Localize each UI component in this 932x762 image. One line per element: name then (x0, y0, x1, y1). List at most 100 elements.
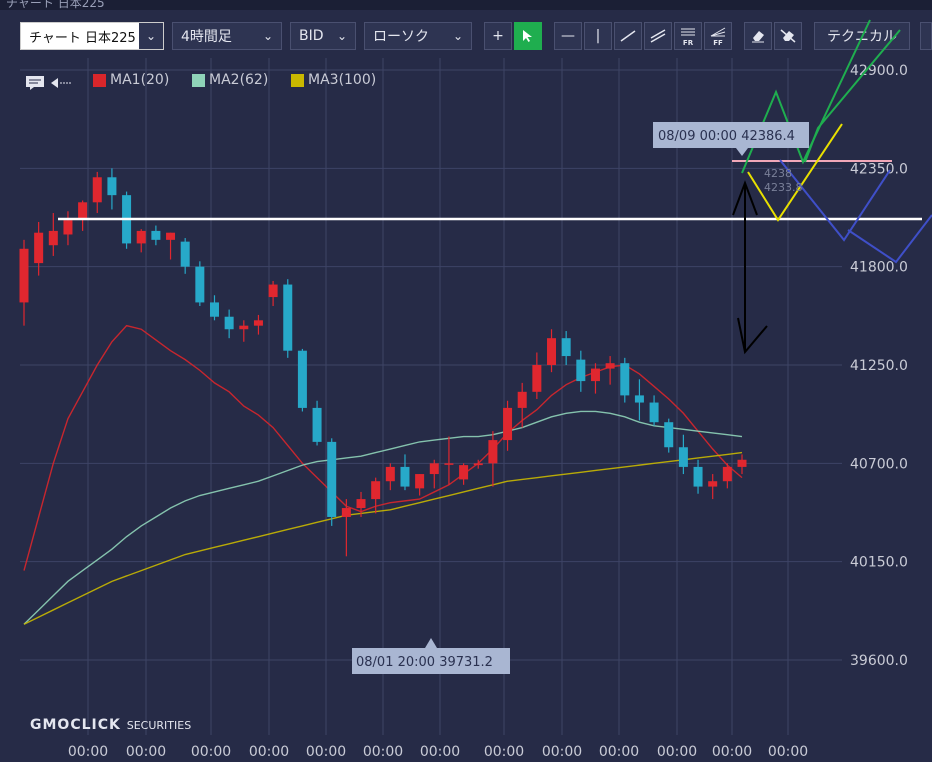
high-label: 08/09 00:00 42386.4 (658, 129, 795, 144)
legend-ma1-label: MA1(20) (110, 72, 170, 88)
timeframe-select[interactable]: 4時間足 ⌄ (172, 22, 282, 50)
price-type-select[interactable]: BID ⌄ (290, 22, 356, 50)
candle-body (34, 232, 44, 264)
y-axis-ticks: 42900.0 42350.0 41800.0 41250.0 40700.0 40150… (850, 63, 908, 669)
candle-body (532, 365, 542, 392)
x-tick-label: 00:00 (599, 744, 639, 760)
x-tick-label: 00:00 (768, 744, 808, 760)
x-tick-label: 00:00 (126, 744, 166, 760)
annotations: 08/09 00:00 42386.4 4238 4233.8 08/01 20… (352, 122, 809, 674)
low-label-pointer (425, 638, 437, 648)
candle (664, 418, 674, 453)
candle (590, 363, 600, 394)
fibonacci-fan-button[interactable]: FF (704, 22, 732, 50)
y-tick-label: 41250.0 (850, 358, 908, 374)
timeframe-label: 4時間足 (181, 29, 232, 45)
crosshair-button[interactable]: + (484, 22, 512, 50)
candle (693, 459, 703, 494)
candle-body (634, 395, 644, 403)
candle-body (415, 474, 425, 489)
candle-body (283, 284, 293, 351)
blue-scenario (779, 159, 891, 242)
trend-line-button[interactable] (614, 22, 642, 50)
pointer-button[interactable] (514, 22, 542, 50)
candle-body (459, 465, 469, 480)
vertical-line-button[interactable]: | (584, 22, 612, 50)
candle (268, 280, 278, 306)
legend-ma3[interactable]: MA3(100) (291, 72, 376, 88)
down-arrowhead (737, 317, 768, 355)
y-tick-label: 42350.0 (850, 161, 908, 177)
candle (547, 329, 557, 373)
candle (136, 229, 146, 253)
candle (708, 474, 718, 500)
candle (19, 239, 29, 326)
green-scenario-1 (741, 19, 871, 174)
x-tick-label: 00:00 (68, 744, 108, 760)
x-tick-label: 00:00 (363, 744, 403, 760)
candle-body (664, 422, 674, 448)
fibonacci-retracement-button[interactable]: FR (674, 22, 702, 50)
candle-body (708, 481, 718, 487)
ma1-swatch (93, 73, 106, 87)
candle-body (239, 325, 249, 330)
horizontal-line-button[interactable]: — (554, 22, 582, 50)
vertical-line-icon: | (595, 28, 601, 44)
collapse-legend-icon[interactable] (50, 76, 74, 90)
channel-line-icon (650, 29, 666, 43)
candle (429, 459, 439, 489)
yellow-scenario (747, 123, 843, 222)
candle (195, 261, 205, 306)
candle (415, 474, 425, 496)
candle (253, 314, 263, 335)
candle-body (678, 447, 688, 467)
symbol-select[interactable]: チャート 日本225 ⌄ (20, 22, 164, 50)
candle-body (693, 466, 703, 487)
candle (576, 350, 586, 392)
channel-line-button[interactable] (644, 22, 672, 50)
eraser-button[interactable] (744, 22, 772, 50)
faded-price-2: 4233.8 (764, 181, 803, 194)
candle-body (517, 391, 527, 408)
candle (561, 331, 571, 365)
chevron-down-icon: ⌄ (336, 29, 347, 43)
candle (239, 320, 249, 342)
comment-icon[interactable] (26, 76, 44, 90)
ma-line-3 (23, 451, 743, 625)
candle-body (107, 177, 117, 196)
candle (532, 352, 542, 399)
candle-body (503, 407, 513, 441)
x-tick-label: 00:00 (420, 744, 460, 760)
candle-body (547, 338, 557, 365)
candle (605, 356, 615, 385)
candle-body (371, 481, 381, 500)
y-tick-label: 39600.0 (850, 653, 908, 669)
x-tick-label: 00:00 (306, 744, 346, 760)
candle (385, 463, 395, 491)
candle (327, 438, 337, 526)
horizontal-line-icon: — (561, 28, 575, 44)
candle (34, 221, 44, 276)
candle-body (590, 368, 600, 382)
candle (737, 454, 747, 475)
candle (224, 309, 234, 339)
chart-type-select[interactable]: ローソク ⌄ (364, 22, 472, 50)
window-title: チャート 日本225 (6, 0, 105, 10)
x-tick-label: 00:00 (542, 744, 582, 760)
legend-ma1[interactable]: MA1(20) (93, 72, 169, 88)
candle (92, 171, 102, 214)
up-arrowhead (732, 180, 758, 216)
candle (473, 459, 483, 469)
candle-body (385, 466, 395, 482)
candles (19, 168, 747, 557)
erase-all-button[interactable] (774, 22, 802, 50)
candle (503, 400, 513, 451)
candle-body (78, 202, 88, 219)
y-tick-label: 40150.0 (850, 555, 908, 571)
candle-body (620, 363, 630, 396)
candle (209, 295, 219, 321)
ma2-swatch (192, 73, 205, 87)
legend-ma2[interactable]: MA2(62) (192, 72, 268, 88)
candle (107, 168, 117, 210)
